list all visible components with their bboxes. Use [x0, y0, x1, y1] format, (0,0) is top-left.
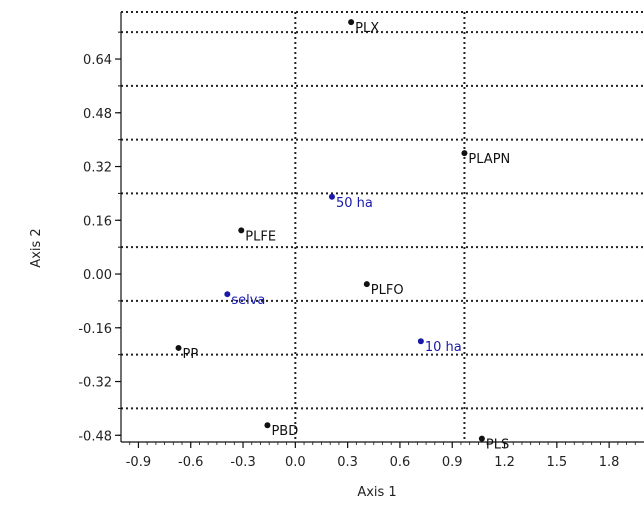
data-point [461, 150, 468, 157]
data-point [328, 193, 335, 200]
y-tick-label: 0.64 [83, 53, 112, 68]
x-tick-label: -0.3 [230, 455, 255, 470]
data-point [478, 435, 485, 442]
grid-lines [121, 11, 644, 442]
y-axis-title: Axis 2 [29, 228, 44, 267]
x-tick-label: 0.6 [390, 455, 411, 470]
point-label: 10 ha [425, 340, 462, 355]
y-tick-label: 0.16 [83, 214, 112, 229]
data-point [264, 422, 271, 429]
point-label: selva [231, 293, 265, 308]
y-tick-label: -0.32 [78, 376, 112, 391]
data-point [417, 338, 424, 345]
point-label: PP [183, 347, 199, 362]
x-tick-label: 0.9 [442, 455, 463, 470]
axes: 0.64 0.48 0.32 0.16 0.00 -0.16 -0.32 -0.48 -0.9 -… [78, 12, 644, 470]
x-tick-label: 0.0 [285, 455, 306, 470]
point-label: PLS [486, 438, 509, 453]
point-label: 50 ha [336, 196, 373, 211]
point-label: PLX [355, 21, 379, 36]
data-point [175, 344, 182, 351]
data-point [238, 227, 245, 234]
x-tick-label: -0.6 [178, 455, 203, 470]
point-label: PLFO [371, 283, 404, 298]
x-tick-label: 1.2 [494, 455, 515, 470]
y-tick-label: 0.00 [83, 268, 112, 283]
data-point [363, 281, 370, 288]
point-label: PBD [271, 424, 298, 439]
point-label: PLFE [245, 229, 276, 244]
data-points: PLX PLAPN 50 ha PLFE PLFO selva 10 ha PP PBD PLS [175, 19, 510, 453]
x-tick-label: 1.5 [546, 455, 567, 470]
y-tick-label: -0.48 [78, 429, 112, 444]
x-axis-title: Axis 1 [357, 485, 396, 500]
x-tick-label: 0.3 [337, 455, 358, 470]
data-point [348, 19, 355, 26]
y-tick-label: 0.32 [83, 161, 112, 176]
y-tick-label: -0.16 [78, 322, 112, 337]
y-tick-label: 0.48 [83, 107, 112, 122]
point-label: PLAPN [468, 152, 510, 167]
x-tick-label: 1.8 [599, 455, 620, 470]
data-point [224, 291, 231, 298]
x-tick-label: -0.9 [126, 455, 151, 470]
